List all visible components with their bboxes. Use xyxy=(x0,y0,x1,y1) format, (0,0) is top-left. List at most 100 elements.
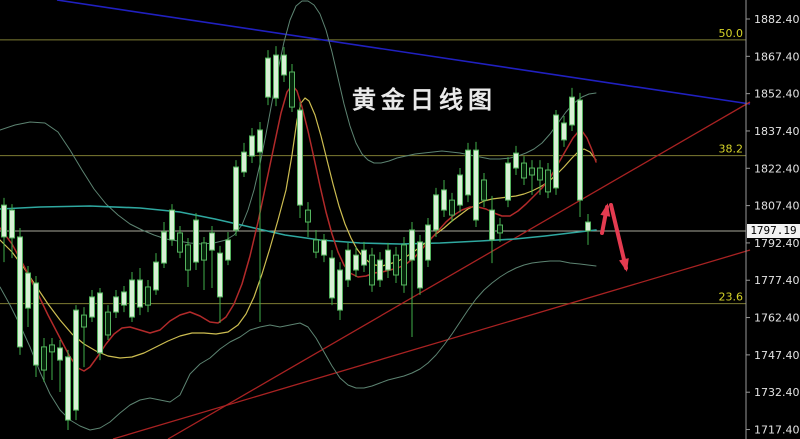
candle-body xyxy=(433,194,439,231)
y-axis-price-label: 1882.40 xyxy=(754,13,800,26)
candle-body xyxy=(137,279,143,308)
y-axis-price-label: 1777.40 xyxy=(754,274,800,287)
candle-body xyxy=(465,149,471,196)
candle-body xyxy=(361,249,367,266)
candle-body xyxy=(521,162,527,179)
y-axis-price-label: 1747.40 xyxy=(754,349,800,362)
rising-red-trendline-shallow xyxy=(112,249,751,439)
candle-body xyxy=(73,309,79,411)
rising-red-trendline-steep xyxy=(167,101,751,439)
fib-level-label: 23.6 xyxy=(719,291,744,304)
candle-body xyxy=(225,239,231,261)
candle-body xyxy=(161,231,167,264)
candle-body xyxy=(289,71,295,108)
candle-body xyxy=(417,241,423,289)
candle-body xyxy=(529,167,535,176)
candle-body xyxy=(409,229,415,261)
candle-body xyxy=(201,242,207,261)
candle-body xyxy=(1,204,7,238)
candle-body xyxy=(217,252,223,298)
candle-body xyxy=(481,179,487,201)
candle-body xyxy=(497,224,503,234)
candle-body xyxy=(449,199,455,216)
candle-body xyxy=(89,296,95,318)
candle-body xyxy=(385,249,391,271)
candle-body xyxy=(81,314,87,328)
candle-body xyxy=(145,286,151,306)
candle-body xyxy=(401,244,407,286)
candle-body xyxy=(513,152,519,169)
candle-body xyxy=(65,356,71,421)
candle-body xyxy=(457,174,463,206)
candle-body xyxy=(41,346,47,371)
candle-body xyxy=(585,221,591,232)
candle-body xyxy=(377,259,383,281)
candle-body xyxy=(441,189,447,211)
candle-body xyxy=(129,279,135,318)
y-axis-price-label: 1792.40 xyxy=(754,237,800,250)
candle-body xyxy=(577,99,583,201)
candle-body xyxy=(561,122,567,141)
candle-body xyxy=(33,282,39,366)
candle-body xyxy=(393,254,399,276)
candle-body xyxy=(345,249,351,281)
y-axis-price-label: 1807.40 xyxy=(754,200,800,213)
forecast-arrow-head xyxy=(600,203,611,217)
candle-body xyxy=(209,232,215,251)
candle-body xyxy=(297,109,303,206)
candle-body xyxy=(17,236,23,348)
candle-body xyxy=(505,162,511,201)
candle-body xyxy=(193,219,199,263)
candle-body xyxy=(281,54,287,76)
y-axis-price-label: 1822.40 xyxy=(754,162,800,175)
candle-body xyxy=(265,57,271,98)
candle-body xyxy=(321,239,327,256)
candle-body xyxy=(473,149,479,221)
y-axis-price-label: 1867.40 xyxy=(754,50,800,63)
candle-body xyxy=(153,261,159,291)
candle-body xyxy=(25,272,31,309)
candle-body xyxy=(257,129,263,153)
forecast-arrow xyxy=(609,203,628,270)
fib-level-label: 50.0 xyxy=(719,27,744,40)
candle-body xyxy=(97,292,103,354)
candle-body xyxy=(329,257,335,299)
candle-body xyxy=(537,167,543,181)
forecast-arrow-head xyxy=(619,258,629,272)
candle-body xyxy=(313,239,319,253)
cyan-ma xyxy=(0,205,597,245)
candle-body xyxy=(353,254,359,271)
candle-body xyxy=(273,54,279,99)
candle-body xyxy=(57,347,63,361)
candle-body xyxy=(9,209,15,239)
y-axis-price-label: 1717.40 xyxy=(754,424,800,437)
candle-body xyxy=(177,232,183,253)
y-axis-price-label: 1732.40 xyxy=(754,386,800,399)
candle-body xyxy=(241,151,247,173)
candle-body xyxy=(105,311,111,336)
y-axis-price-label: 1852.40 xyxy=(754,88,800,101)
candle-body xyxy=(305,209,311,223)
fib-level-label: 38.2 xyxy=(719,143,744,156)
candle-body xyxy=(113,296,119,313)
upper-band xyxy=(0,0,597,245)
descending-blue-trendline xyxy=(56,0,751,105)
candle-body xyxy=(337,269,343,311)
candle-body xyxy=(489,209,495,241)
candle-body xyxy=(169,209,175,241)
lower-band xyxy=(0,260,597,431)
current-price-tag: 1797.19 xyxy=(747,224,800,238)
candle-body xyxy=(249,135,255,157)
candle-body xyxy=(185,244,191,271)
y-axis-price-label: 1762.40 xyxy=(754,312,800,325)
candle-body xyxy=(545,169,551,193)
y-axis-price-label: 1837.40 xyxy=(754,125,800,138)
candle-body xyxy=(553,114,559,189)
candle-body xyxy=(233,166,239,231)
candle-body xyxy=(121,291,127,306)
candle-body xyxy=(569,96,575,126)
candle-body xyxy=(369,254,375,286)
candle-body xyxy=(49,344,55,353)
